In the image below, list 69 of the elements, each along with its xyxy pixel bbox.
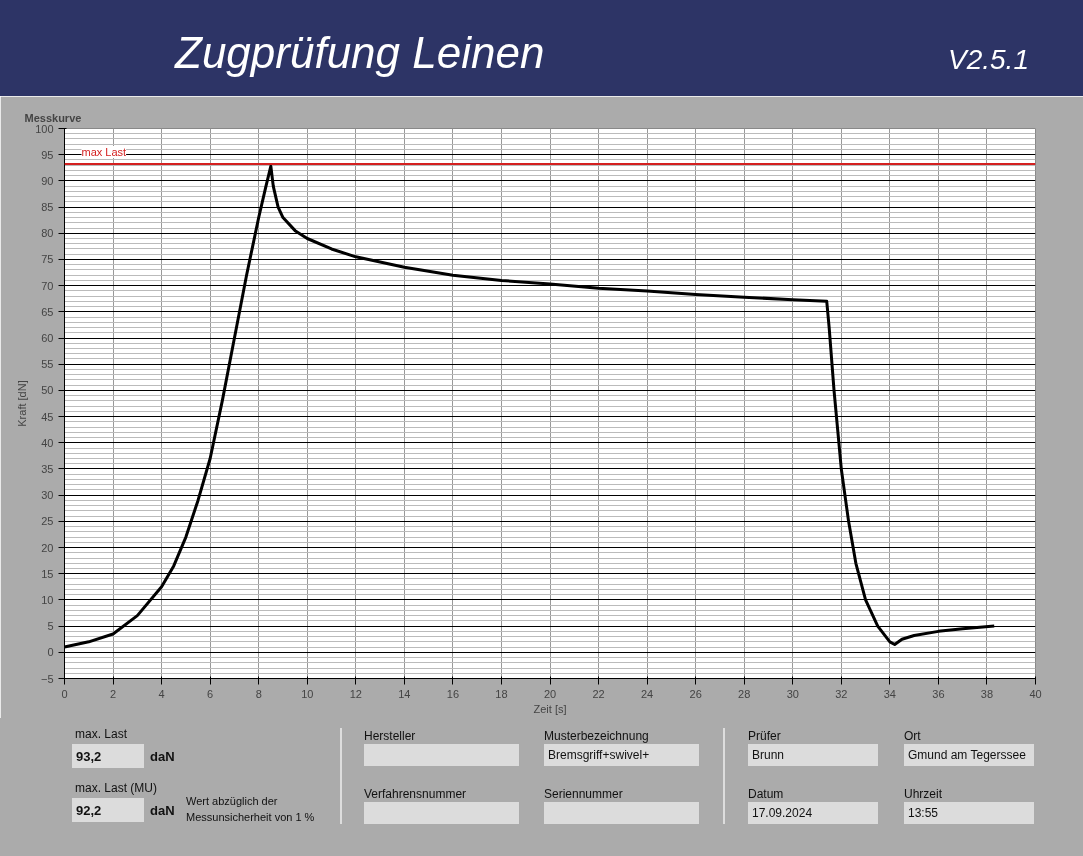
y-tick-label: 95: [41, 148, 54, 161]
x-tick-label: 0: [61, 687, 68, 700]
text: Datum: [748, 786, 784, 803]
x-tick-label: 24: [640, 687, 654, 700]
y-tick-label: 45: [41, 410, 54, 423]
y-tick-label: 5: [47, 620, 54, 633]
x-tick-label: 4: [158, 687, 165, 700]
y-tick-label: 10: [41, 593, 54, 606]
text: max. Last (MU): [75, 780, 158, 797]
x-tick-label: 40: [1029, 687, 1042, 700]
x-axis-title: Zeit [s]: [533, 702, 567, 715]
text: Hersteller: [364, 728, 416, 745]
x-tick-label: 14: [398, 687, 411, 700]
text: 13:55: [904, 802, 1034, 824]
y-tick-label: 70: [41, 279, 54, 292]
text: Uhrzeit: [904, 786, 943, 803]
x-tick-label: 22: [592, 687, 605, 700]
y-tick-label: 50: [41, 384, 54, 397]
text: Ort: [904, 728, 921, 745]
x-tick-label: 30: [786, 687, 799, 700]
x-tick-label: 34: [883, 687, 896, 700]
y-tick-label: 0: [47, 646, 54, 659]
y-tick-label: 90: [41, 174, 54, 187]
text: Brunn: [748, 744, 878, 766]
text: Gmund am Tegerssee: [904, 744, 1034, 766]
x-tick-label: 28: [738, 687, 751, 700]
x-tick-label: 38: [980, 687, 994, 700]
text: 17.09.2024: [748, 802, 878, 824]
y-tick-label: 20: [41, 541, 54, 554]
text: 92,2: [72, 798, 144, 822]
y-tick-label: 80: [41, 227, 54, 240]
y-tick-label: 40: [41, 436, 54, 449]
y-tick-label: 35: [41, 462, 54, 475]
y-tick-label: 60: [41, 332, 54, 345]
text: Wert abzüglich der Messunsicherheit von 1 %: [186, 794, 316, 825]
text: V2.5.1: [948, 43, 1029, 77]
y-tick-label: −5: [40, 672, 54, 685]
x-tick-label: 18: [495, 687, 508, 700]
x-tick-label: 6: [207, 687, 214, 700]
x-tick-label: 8: [255, 687, 262, 700]
y-tick-label: 55: [41, 358, 54, 371]
x-tick-label: 2: [109, 687, 117, 700]
ref-line-label: max Last: [81, 146, 127, 159]
x-tick-label: 16: [446, 687, 460, 700]
y-tick-label: 100: [35, 122, 54, 135]
x-tick-label: 20: [543, 687, 557, 700]
x-tick-label: 12: [349, 687, 362, 700]
text: Bremsgriff+swivel+: [544, 744, 699, 766]
x-tick-label: 32: [835, 687, 848, 700]
chart-title: Zugprüfung Leinen: [175, 27, 545, 79]
text: 93,2: [72, 744, 144, 768]
y-axis-title: Kraft [dN]: [16, 380, 29, 427]
y-tick-label: 30: [41, 489, 54, 502]
text: Prüfer: [748, 728, 781, 745]
y-tick-label: 75: [41, 253, 54, 266]
text: Musterbezeichnung: [544, 728, 649, 745]
text: max. Last: [75, 726, 128, 743]
text: Messkurve: [24, 111, 82, 124]
text: Verfahrensnummer: [364, 786, 467, 803]
x-tick-label: 26: [689, 687, 702, 700]
x-tick-label: 10: [301, 687, 314, 700]
y-tick-label: 85: [41, 201, 54, 214]
y-tick-label: 65: [41, 305, 54, 318]
y-tick-label: 25: [41, 515, 54, 528]
text: Seriennummer: [544, 786, 623, 803]
text: daN: [150, 748, 175, 766]
y-tick-label: 15: [41, 567, 54, 580]
text: daN: [150, 802, 175, 820]
x-tick-label: 36: [932, 687, 945, 700]
